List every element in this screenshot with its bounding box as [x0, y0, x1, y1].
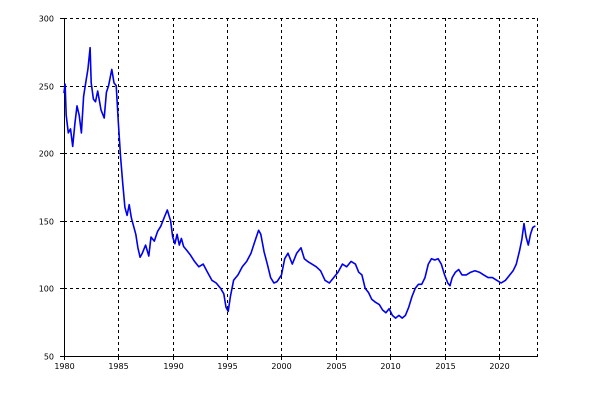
x-tick-label: 2000 [271, 362, 291, 371]
series-layer [63, 46, 536, 319]
x-tick-label: 2020 [489, 362, 509, 371]
y-tick-label: 50 [44, 353, 54, 362]
x-tick-label: 1995 [217, 362, 237, 371]
x-tick-label: 1985 [108, 362, 128, 371]
y-tick-label: 150 [39, 218, 54, 227]
grid-lines [64, 18, 538, 356]
x-tick-label: 2015 [435, 362, 455, 371]
y-tick-label: 300 [39, 15, 54, 24]
y-tick-labels: 50 100 150 200 250 300 [39, 15, 54, 362]
x-tick-label: 2010 [380, 362, 400, 371]
y-tick-label: 250 [39, 83, 54, 92]
x-tick-label: 1990 [163, 362, 183, 371]
x-tick-label: 2005 [326, 362, 346, 371]
x-tick-label: 1980 [54, 362, 74, 371]
axes [60, 18, 538, 360]
x-tick-labels: 1980 1985 1990 1995 2000 2005 2010 2015 2020 [54, 362, 509, 371]
series-line-0 [63, 46, 536, 319]
y-tick-label: 200 [39, 150, 54, 159]
y-tick-label: 100 [39, 285, 54, 294]
